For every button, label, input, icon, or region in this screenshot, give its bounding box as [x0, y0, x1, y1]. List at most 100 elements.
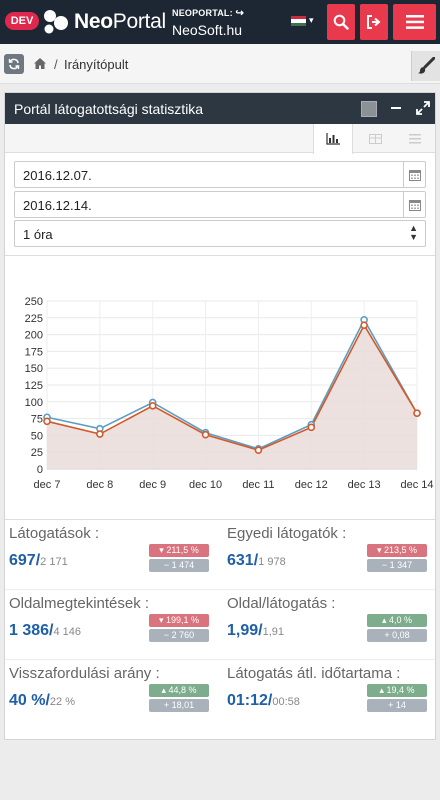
stat-value: 697/2 171: [9, 552, 68, 569]
caret-down-icon: ▾: [158, 615, 164, 625]
table-icon: [368, 133, 382, 144]
refresh-icon: [8, 58, 20, 70]
stat-value: 01:12/00:58: [227, 692, 300, 709]
tab-table[interactable]: [355, 124, 395, 153]
stat-label: Egyedi látogatók :: [227, 525, 347, 542]
date-to-value: 2016.12.14.: [23, 198, 92, 213]
search-button[interactable]: [327, 4, 355, 40]
data-point-series-2: [201, 430, 210, 439]
stat-percent-badge: ▾ 213,5 %: [367, 544, 427, 557]
stat-percent-badge: ▾ 199,1 %: [149, 614, 209, 627]
tab-chart[interactable]: [313, 124, 353, 154]
data-point-series-2: [413, 409, 421, 418]
breadcrumb-separator: /: [54, 57, 58, 72]
divider: [5, 589, 435, 590]
widget-tabs: [5, 124, 435, 154]
visits-line-chart: 0 25 50 75 100 125 150 175 200 225 250 dec 7 dec 8 de…: [25, 296, 434, 491]
env-badge: DEV: [5, 12, 39, 30]
site-link[interactable]: NeoSoft.hu: [172, 22, 243, 38]
y-tick-label: 250: [25, 296, 43, 308]
caret-up-icon: ▴: [381, 615, 387, 625]
caret-down-icon: ▾: [159, 545, 164, 555]
y-tick-label: 0: [37, 464, 43, 476]
stat-diff-badge: + 18,01: [149, 699, 209, 712]
select-arrows-icon: ▲ ▼: [409, 223, 418, 242]
calendar-icon[interactable]: [403, 192, 425, 217]
chevron-down-icon[interactable]: ▾: [309, 15, 314, 25]
theme-button[interactable]: [411, 51, 440, 81]
caret-down-icon: ▾: [376, 545, 382, 555]
neoportal-label: NEOPORTAL: ↪: [172, 8, 245, 19]
series-line-2: [46, 323, 418, 452]
interval-select[interactable]: 1 óra ▲ ▼: [14, 220, 426, 247]
stat-label: Látogatások :: [9, 525, 100, 542]
hamburger-icon: [405, 15, 424, 29]
stat-label: Visszafordulási arány :: [9, 665, 160, 682]
x-tick-label: dec 7: [34, 479, 61, 491]
series-area: [47, 325, 417, 469]
refresh-button[interactable]: [4, 54, 24, 74]
stat-diff-badge: + 0,08: [367, 629, 427, 642]
caret-up-icon: ▴: [161, 685, 166, 695]
series-line-1: [46, 318, 418, 450]
data-point-series-2: [254, 446, 263, 454]
calendar-icon[interactable]: [403, 162, 425, 187]
stat-diff-badge: − 1 347: [367, 559, 427, 572]
stat-card: Látogatás átl. időtartama : 01:12/00:58 ▴ …: [223, 665, 433, 735]
logo-text[interactable]: NeoPortal: [74, 10, 166, 33]
divider: [5, 659, 435, 660]
home-icon[interactable]: [34, 58, 46, 69]
data-point-series-2: [96, 430, 104, 438]
x-tick-label: dec 8: [86, 479, 113, 491]
y-tick-label: 50: [31, 430, 43, 442]
data-point-series-2: [148, 402, 157, 410]
stat-card: Visszafordulási arány : 40 %/22 % ▴ 44,8 %…: [5, 665, 215, 735]
y-tick-label: 75: [31, 414, 43, 426]
stat-card: Egyedi látogatók : 631/1 978 ▾ 213,5 % − 1 …: [223, 525, 433, 595]
chart-area: 0 25 50 75 100 125 150 175 200 225 250 dec 7 dec 8 de…: [5, 255, 435, 520]
x-tick-label: dec 9: [139, 479, 166, 491]
expand-icon[interactable]: [416, 101, 430, 115]
stat-value: 631/1 978: [227, 552, 286, 569]
list-icon: [409, 133, 421, 143]
widget-title: Portál látogatottsági statisztika: [14, 101, 204, 117]
breadcrumb: / Irányítópult: [0, 44, 440, 84]
stat-card: Látogatások : 697/2 171 ▾ 211,5 % − 1 474: [5, 525, 215, 595]
paint-brush-icon: [418, 57, 435, 74]
stat-diff-badge: + 14: [367, 699, 427, 712]
caret-up-icon: ▴: [379, 685, 384, 695]
stat-value: 40 %/22 %: [9, 692, 75, 709]
stat-percent-badge: ▴ 4,0 %: [367, 614, 427, 627]
date-from-value: 2016.12.07.: [23, 168, 92, 183]
bar-chart-icon: [326, 133, 340, 145]
data-point-series-2: [360, 321, 368, 329]
y-tick-label: 100: [25, 397, 43, 409]
data-point-series-2: [43, 417, 51, 426]
logout-button[interactable]: [360, 4, 388, 40]
tab-list[interactable]: [395, 124, 435, 153]
y-tick-label: 225: [25, 313, 43, 325]
neoportal-logo-icon: [44, 10, 68, 34]
stat-label: Látogatás átl. időtartama :: [227, 665, 401, 682]
x-tick-label: dec 10: [189, 479, 222, 491]
search-icon: [333, 14, 349, 30]
y-tick-label: 125: [25, 380, 43, 392]
minimize-icon[interactable]: [391, 107, 401, 109]
y-tick-label: 200: [25, 330, 43, 342]
date-from-field[interactable]: 2016.12.07.: [14, 161, 426, 188]
x-tick-label: dec 14: [400, 479, 433, 491]
stat-label: Oldalmegtekintések :: [9, 595, 150, 612]
stats-widget: Portál látogatottsági statisztika 2016.1…: [4, 92, 436, 740]
language-flag-icon[interactable]: [291, 16, 306, 26]
stat-value: 1 386/4 146: [9, 622, 82, 639]
x-tick-label: dec 13: [348, 479, 381, 491]
data-point-series-2: [307, 423, 316, 432]
widget-color-icon[interactable]: [361, 101, 377, 117]
date-to-field[interactable]: 2016.12.14.: [14, 191, 426, 218]
breadcrumb-current: Irányítópult: [64, 57, 129, 72]
stat-card: Oldal/látogatás : 1,99/1,91 ▴ 4,0 % + 0,08: [223, 595, 433, 665]
menu-button[interactable]: [393, 4, 436, 40]
widget-header: Portál látogatottsági statisztika: [5, 93, 435, 124]
stat-diff-badge: − 1 474: [149, 559, 209, 572]
y-tick-label: 25: [31, 447, 43, 459]
